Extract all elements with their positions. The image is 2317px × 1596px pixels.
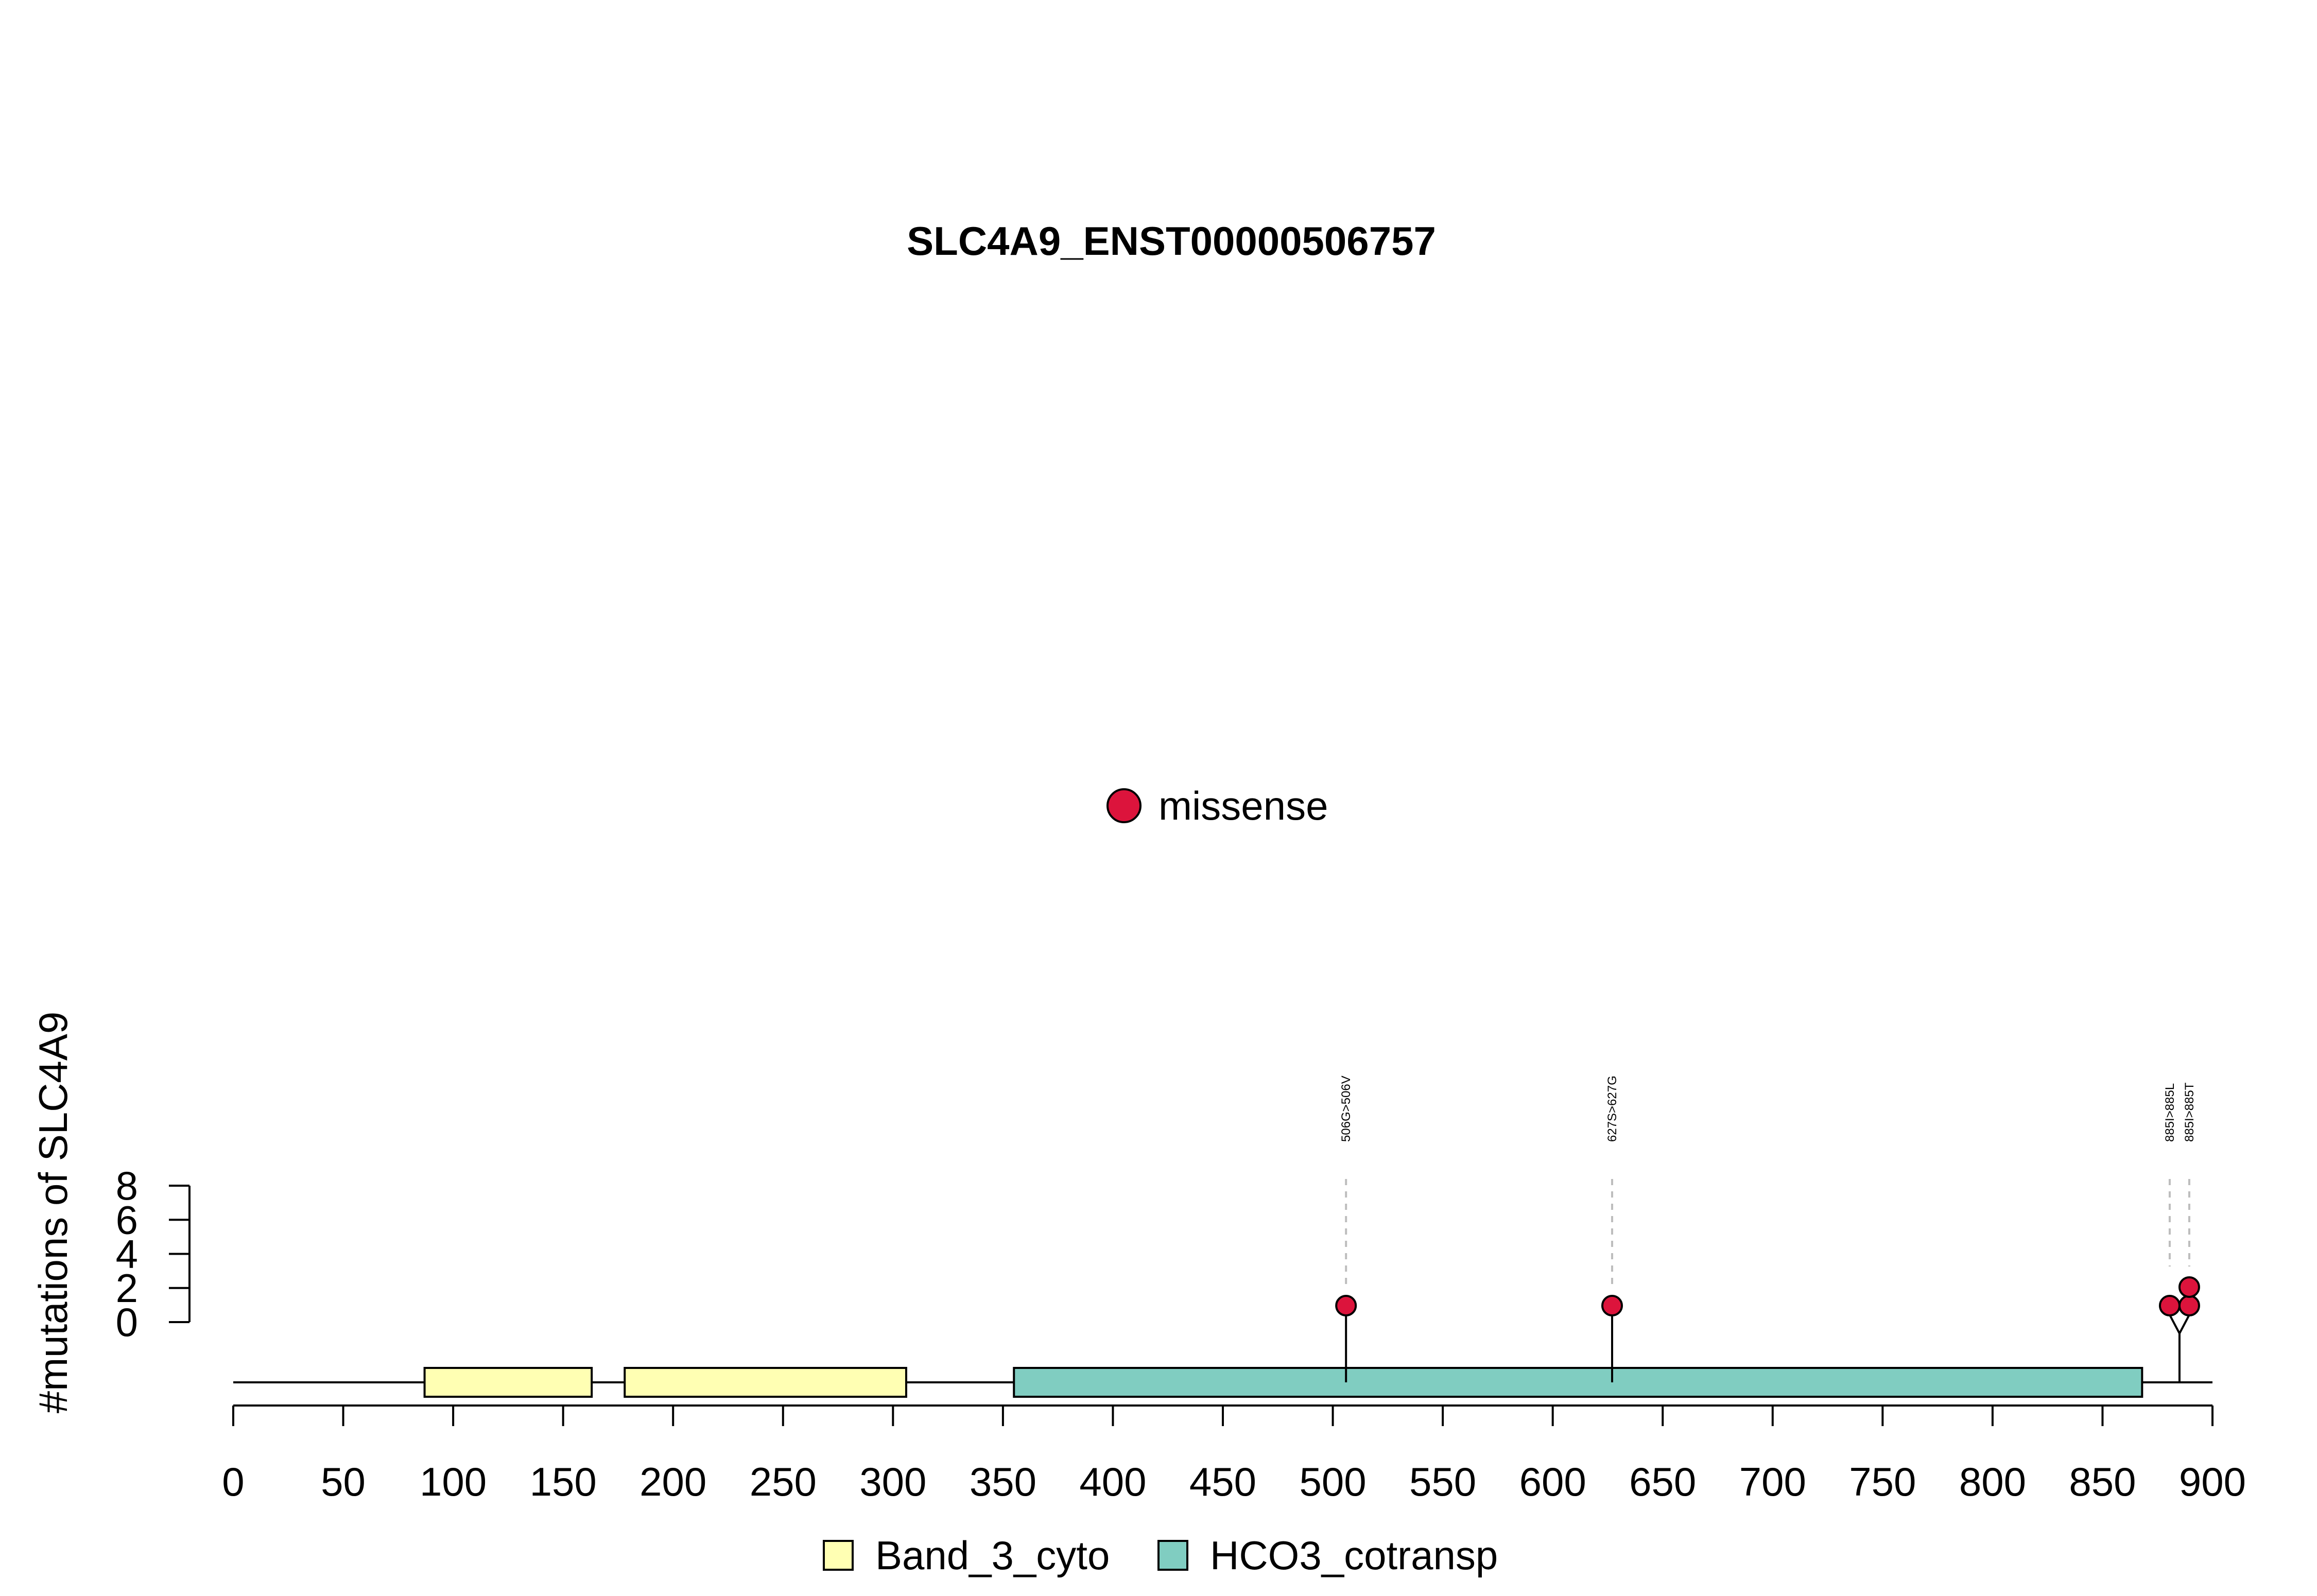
mutation-legend: missense	[1106, 783, 1328, 828]
x-tick-label: 850	[2069, 1459, 2136, 1504]
x-tick-label: 450	[1189, 1459, 1256, 1504]
domain-legend-label: HCO3_cotransp	[1210, 1533, 1498, 1578]
domain-legend-swatch	[823, 1540, 854, 1571]
x-tick-label: 650	[1629, 1459, 1696, 1504]
x-tick-label: 350	[970, 1459, 1036, 1504]
x-tick-label: 800	[1959, 1459, 2026, 1504]
mutation-point	[2158, 1295, 2181, 1316]
legend-marker-missense	[1106, 788, 1142, 823]
x-tick-label: 700	[1739, 1459, 1806, 1504]
mutation-label: 627S>627G	[1605, 1075, 1619, 1142]
y-tick-label: 4	[116, 1231, 138, 1277]
domain-legend: Band_3_cyto HCO3_cotransp	[823, 1533, 1498, 1578]
y-axis-label: #mutations of SLC4A9	[30, 1012, 76, 1413]
domain-legend-swatch	[1157, 1540, 1188, 1571]
y-tick-label: 2	[116, 1265, 138, 1311]
x-tick-label: 50	[321, 1459, 366, 1504]
protein-track	[233, 1367, 2212, 1398]
mutations: 506G>506V 627S>627G 885I>885L 885I>885T	[1335, 1075, 2200, 1382]
x-axis: 0 50 100 150 200 250 300 350 400 450 500 550 600 650 7…	[222, 1404, 2246, 1504]
domain-box	[1013, 1367, 2143, 1398]
x-tick-label: 0	[222, 1459, 244, 1504]
x-tick-label: 300	[859, 1459, 926, 1504]
x-tick-label: 750	[1849, 1459, 1916, 1504]
mutation-label: 885I>885T	[2183, 1082, 2197, 1142]
y-tick-label: 0	[116, 1299, 138, 1345]
x-tick-label: 150	[530, 1459, 597, 1504]
x-tick-label: 900	[2179, 1459, 2246, 1504]
x-tick-label: 500	[1299, 1459, 1366, 1504]
mutation-label: 506G>506V	[1339, 1075, 1353, 1142]
mutation-point	[1335, 1295, 1357, 1316]
x-tick-label: 400	[1079, 1459, 1146, 1504]
legend-label-missense: missense	[1158, 783, 1328, 828]
domain-box	[423, 1367, 593, 1398]
x-tick-label: 100	[420, 1459, 487, 1504]
x-tick-label: 250	[750, 1459, 817, 1504]
mutation-point	[1601, 1295, 1623, 1316]
mutation-stem	[2169, 1314, 2181, 1334]
x-tick-label: 600	[1519, 1459, 1586, 1504]
y-tick-label: 6	[116, 1197, 138, 1242]
mutation-label: 885I>885L	[2163, 1083, 2177, 1142]
mutation-point	[2178, 1276, 2200, 1298]
y-tick-label: 8	[116, 1163, 138, 1208]
domain-box	[624, 1367, 907, 1398]
x-tick-label: 200	[639, 1459, 706, 1504]
domain-legend-label: Band_3_cyto	[875, 1533, 1110, 1578]
mutation-point	[2178, 1295, 2200, 1316]
mutation-stem	[2178, 1314, 2190, 1334]
chart-title: SLC4A9_ENST00000506757	[907, 218, 1436, 264]
x-tick-label: 550	[1409, 1459, 1476, 1504]
